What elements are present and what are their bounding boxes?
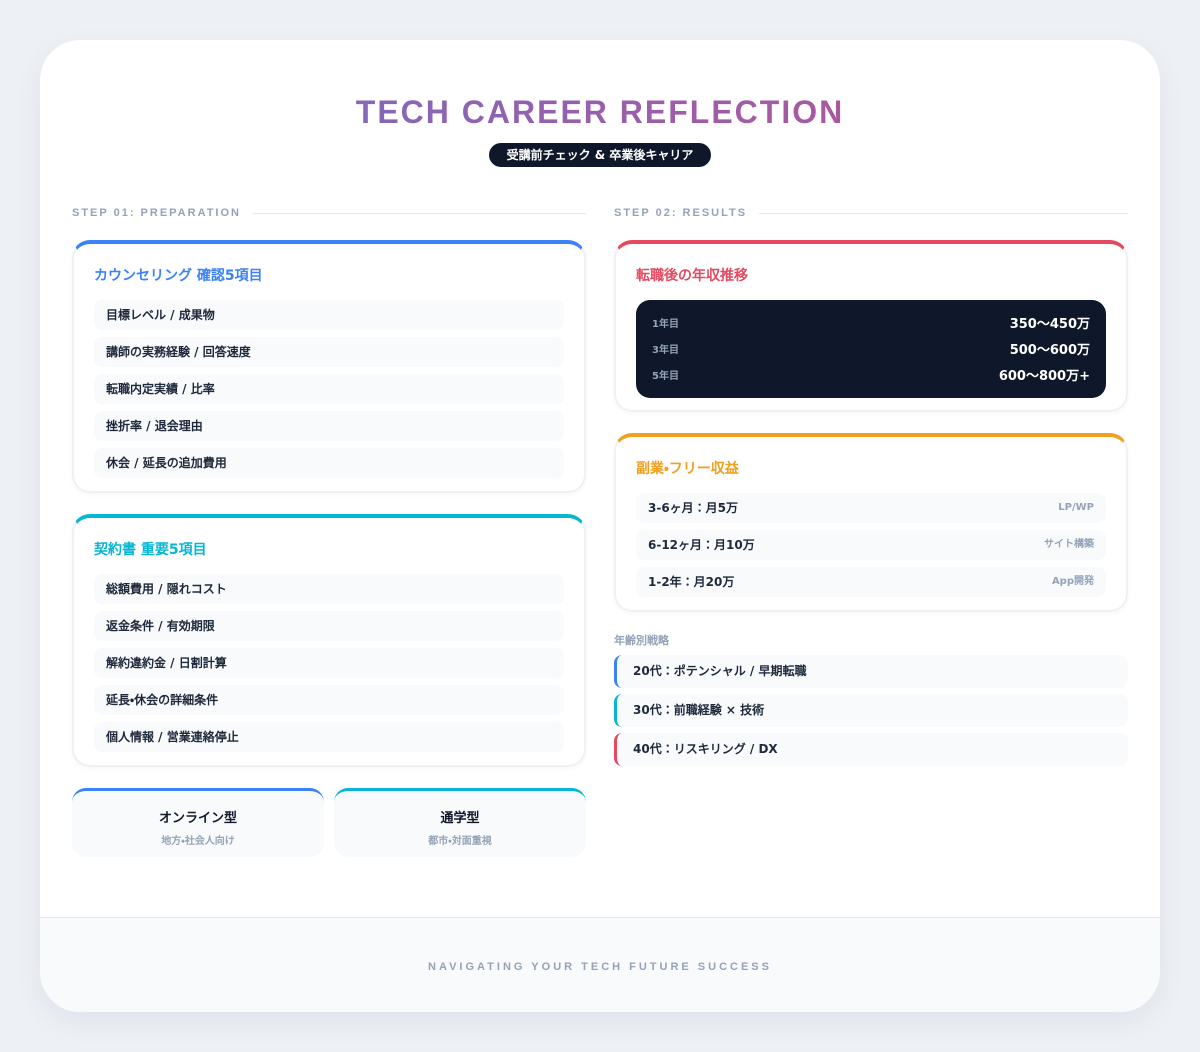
skill: サイト構築 <box>1044 539 1094 550</box>
type-name: オンライン型 <box>158 811 237 826</box>
type-card: オンライン型地方・社会人向け <box>72 788 324 857</box>
step-text: STEP 02: RESULTS <box>614 207 748 219</box>
check-item: 個人情報 / 営業連絡停止 <box>94 722 564 752</box>
age-item: 40代：リスキリング / DX <box>614 733 1128 766</box>
side-row: 6-12ヶ月：月10万 サイト構築 <box>636 530 1106 560</box>
step-text: STEP 01: PREPARATION <box>72 207 241 219</box>
counseling-card: カウンセリング 確認5項目 目標レベル / 成果物 講師の実務経験 / 回答速度転… <box>72 240 586 493</box>
side-row: 3-6ヶ月：月5万 LP/WP <box>636 493 1106 523</box>
salary-row: 1年目 350〜450万 <box>652 309 1090 335</box>
income: 3-6ヶ月：月5万 <box>648 501 739 515</box>
income: 6-12ヶ月：月10万 <box>648 538 755 552</box>
amount: 600〜800万+ <box>998 368 1090 384</box>
check-item: 目標レベル / 成果物 <box>94 300 564 330</box>
year: 5年目 <box>652 370 679 382</box>
check-item: 解約違約金 / 日割計算 <box>94 648 564 678</box>
check-item: 挫折率 / 退会理由 <box>94 411 564 441</box>
item-list: 目標レベル / 成果物 講師の実務経験 / 回答速度 転職内定実績 / 比率 挫折率 … <box>94 300 564 478</box>
card-title: 契約書 重要5項目 <box>94 542 207 558</box>
check-item: 講師の実務経験 / 回答速度 <box>94 337 564 367</box>
year: 3年目 <box>652 344 679 356</box>
age-item: 20代：ポテンシャル / 早期転職 <box>614 655 1128 688</box>
step-label: STEP 01: PREPARATION <box>72 207 586 219</box>
amount: 500〜600万 <box>1009 342 1090 358</box>
side-row: 1-2年：月20万 App開発 <box>636 567 1106 597</box>
skill: App開発 <box>1051 576 1094 587</box>
age-title: 年齢別戦略 <box>614 634 669 647</box>
skill: LP/WP <box>1058 502 1094 513</box>
card-title: 転職後の年収推移 <box>636 268 748 284</box>
item-list: 総額費用 / 隠れコスト 返金条件 / 有効期限 解約違約金 / 日割計算 延長・休会… <box>94 574 564 752</box>
step-label: STEP 02: RESULTS <box>614 207 1128 219</box>
income: 1-2年：月20万 <box>648 575 735 589</box>
check-item: 休会 / 延長の追加費用 <box>94 448 564 478</box>
check-item: 総額費用 / 隠れコスト <box>94 574 564 604</box>
badge: 受講前チェック & 卒業後キャリア <box>489 143 711 167</box>
item-list: 3-6ヶ月：月5万 LP/WP 6-12ヶ月：月10万 サイト構築 1-2年：月20万 A… <box>636 493 1106 597</box>
type-note: 都市・対面重視 <box>428 836 492 847</box>
age-item: 30代：前職経験 × 技術 <box>614 694 1128 727</box>
salary-row: 5年目 600〜800万+ <box>652 361 1090 387</box>
check-item: 転職内定実績 / 比率 <box>94 374 564 404</box>
check-item: 返金条件 / 有効期限 <box>94 611 564 641</box>
type-note: 地方・社会人向け <box>161 836 235 847</box>
salary-card: 転職後の年収推移 1年目 350〜450万 3年目 500〜600万 5年目 600〜80… <box>614 240 1128 412</box>
type-card: 通学型都市・対面重視 <box>334 788 586 857</box>
type-name: 通学型 <box>440 811 480 826</box>
footer: NAVIGATING YOUR TECH FUTURE SUCCESS <box>40 917 1160 1012</box>
footer-text: NAVIGATING YOUR TECH FUTURE SUCCESS <box>428 961 772 973</box>
amount: 350〜450万 <box>1009 316 1090 332</box>
salary-row: 3年目 500〜600万 <box>652 335 1090 361</box>
card-title: カウンセリング 確認5項目 <box>94 268 263 284</box>
check-item: 延長・休会の詳細条件 <box>94 685 564 715</box>
side-card: 副業・フリー収益 3-6ヶ月：月5万 LP/WP 6-12ヶ月：月10万 サイト構築 1… <box>614 433 1128 612</box>
salary-box: 1年目 350〜450万 3年目 500〜600万 5年目 600〜800万+ <box>636 300 1106 398</box>
page-title: TECH CAREER REFLECTION <box>0 94 1200 131</box>
year: 1年目 <box>652 318 679 330</box>
card-title: 副業・フリー収益 <box>636 461 739 477</box>
contract-card: 契約書 重要5項目 総額費用 / 隠れコスト 返金条件 / 有効期限 解約違約金 /… <box>72 514 586 767</box>
